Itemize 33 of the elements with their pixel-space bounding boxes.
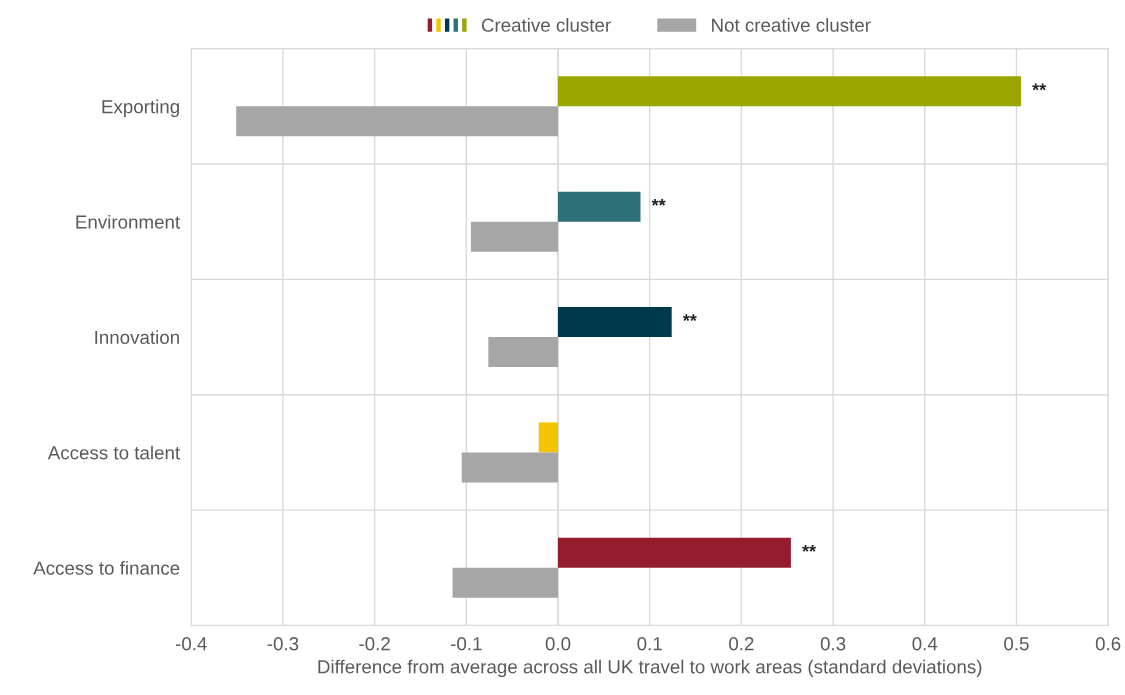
x-tick-label: -0.1 [450,637,482,651]
bar [452,567,558,598]
y-tick-label: Access to finance [33,561,180,575]
x-tick-label: -0.4 [175,637,207,651]
annotation: ** [802,545,817,552]
annotation: ** [1032,83,1047,91]
x-tick-label: 0.4 [912,637,938,651]
annotation: ** [682,314,697,322]
y-tick-label: Exporting [102,99,179,118]
x-tick-label: 0.2 [729,637,754,651]
bar [558,191,641,222]
bar [558,307,672,338]
x-tick-label: -0.2 [359,637,390,651]
y-tick-label: Environment [76,214,181,229]
x-axis-title: Difference from average across all UK travel to work areas (standard deviations) [318,659,982,678]
bar [538,422,558,453]
x-tick-label: -0.3 [267,637,299,651]
bar [236,106,558,137]
y-tick-label: Innovation [95,330,179,345]
legend-label: Creative cluster [481,18,611,32]
bar [558,76,1022,107]
bar [470,221,558,252]
x-tick-label: 0.5 [1004,637,1029,651]
bar [488,337,558,368]
bar [558,537,791,568]
bar [461,452,558,483]
annotation: ** [651,198,666,206]
x-tick-label: 0.3 [820,637,846,651]
x-tick-label: 0.0 [545,637,571,651]
legend-label: Not creative cluster [712,18,871,32]
x-tick-label: 0.1 [637,637,662,651]
y-tick-label: Access to talent [47,445,181,460]
x-tick-label: 0.6 [1095,637,1121,651]
